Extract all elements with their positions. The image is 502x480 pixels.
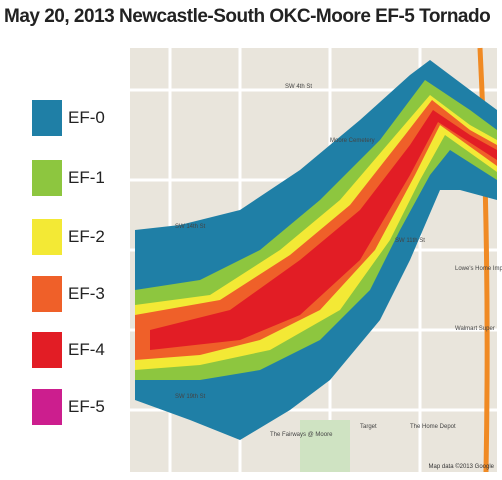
legend-label: EF-4 — [68, 340, 105, 359]
legend-swatch — [32, 332, 62, 368]
legend-label: EF-5 — [68, 397, 105, 416]
map-label: Walmart Super — [455, 326, 495, 332]
legend-label: EF-2 — [68, 227, 105, 246]
map-label: SW 4th St — [285, 84, 312, 90]
legend-swatch — [32, 100, 62, 136]
map-labels: SW 4th St SW 11th St SW 14th St SW 19th St M… — [175, 84, 502, 470]
park — [300, 420, 350, 472]
tornado-paths — [135, 60, 497, 440]
legend-swatch — [32, 276, 62, 312]
legend-swatch — [32, 219, 62, 255]
attribution: Map data ©2013 Google — [429, 463, 495, 470]
map-label: SW 11th St — [395, 238, 425, 244]
legend-swatch — [32, 160, 62, 196]
map-label: SW 14th St — [175, 224, 206, 230]
legend-swatch — [32, 389, 62, 425]
map-label: Moore Cemetery — [330, 138, 375, 144]
map-label: SW 19th St — [175, 394, 206, 400]
map-label: Lowe's Home Improvement — [455, 266, 502, 272]
legend-label: EF-3 — [68, 284, 105, 303]
map-label: The Fairways @ Moore — [270, 432, 333, 438]
legend-label: EF-1 — [68, 168, 105, 187]
title: May 20, 2013 Newcastle-South OKC-Moore E… — [4, 6, 491, 27]
damage-band — [150, 110, 497, 350]
legend-label: EF-0 — [68, 108, 105, 127]
map-label: The Home Depot — [410, 424, 456, 430]
map-label: Target — [360, 424, 377, 430]
